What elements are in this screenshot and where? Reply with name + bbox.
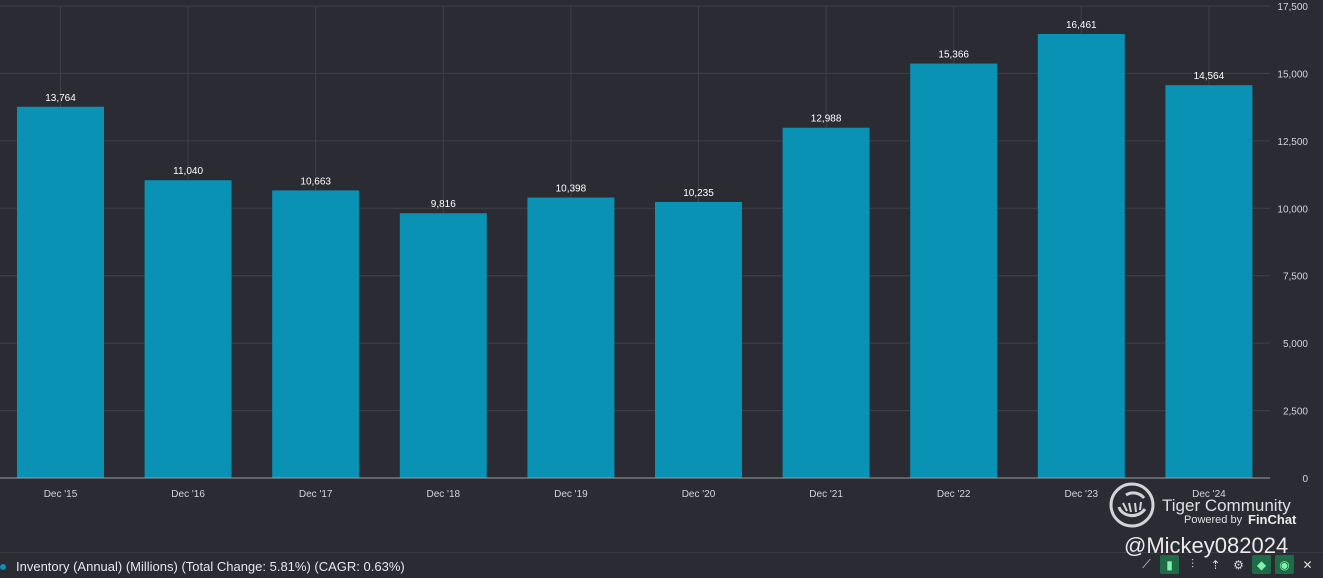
watermark-powered-by: Powered by <box>1184 514 1243 526</box>
tiger-logo-icon <box>1109 482 1155 528</box>
tag-icon[interactable]: ◆ <box>1252 555 1271 574</box>
watermark-community: Tiger Community <box>1162 496 1291 515</box>
bar <box>17 106 104 478</box>
data-label: 10,663 <box>300 176 331 187</box>
data-label: 13,764 <box>45 93 76 104</box>
data-label: 12,988 <box>811 114 842 125</box>
x-tick-label: Dec '17 <box>299 489 333 500</box>
gear-icon[interactable]: ⚙ <box>1233 557 1244 572</box>
x-tick-label: Dec '16 <box>171 489 205 500</box>
x-tick-label: Dec '19 <box>554 489 588 500</box>
line-chart-icon[interactable]: ⟋ <box>1142 557 1151 571</box>
x-tick-label: Dec '23 <box>1065 489 1099 500</box>
x-tick-label: Dec '21 <box>809 489 843 500</box>
bar-chart-icon[interactable]: ▮ <box>1160 555 1179 574</box>
bar <box>782 127 870 479</box>
close-icon[interactable]: ✕ <box>1302 557 1313 572</box>
chart-toolbar: ⟋ ▮ ⫶ ⇡ ⚙ ◆ ◉ ✕ <box>1137 555 1317 574</box>
data-label: 14,564 <box>1194 71 1225 82</box>
bar <box>399 213 487 478</box>
x-tick-label: Dec '15 <box>44 489 78 500</box>
bar <box>910 63 998 478</box>
bar <box>527 197 615 478</box>
watermark-brand: FinChat <box>1248 512 1297 527</box>
x-tick-label: Dec '20 <box>682 489 716 500</box>
y-tick-label: 5,000 <box>1283 339 1308 350</box>
bar <box>1165 85 1253 479</box>
data-label: 15,366 <box>938 50 969 61</box>
y-tick-label: 12,500 <box>1277 137 1308 148</box>
x-tick-label: Dec '18 <box>427 489 461 500</box>
sort-icon[interactable]: ⇡ <box>1210 557 1221 572</box>
legend-text[interactable]: Inventory (Annual) (Millions) (Total Cha… <box>16 559 405 574</box>
bar <box>655 201 742 478</box>
x-tick-label: Dec '24 <box>1192 489 1226 500</box>
stacked-bar-icon[interactable]: ⫶ <box>1190 557 1194 571</box>
y-tick-label: 15,000 <box>1277 69 1308 80</box>
series-color-dot <box>0 564 6 570</box>
bar <box>144 180 232 479</box>
bar-chart: 13,764 11,040 10,663 9,816 10,398 10,235 12,98… <box>0 2 1308 500</box>
y-tick-label: 7,500 <box>1283 272 1308 283</box>
y-tick-label: 17,500 <box>1277 2 1308 13</box>
y-tick-label: 2,500 <box>1283 407 1308 418</box>
data-label: 10,398 <box>556 184 587 195</box>
data-label: 16,461 <box>1066 20 1097 31</box>
bar <box>272 190 360 478</box>
bar <box>1037 34 1125 478</box>
data-label: 9,816 <box>431 199 456 210</box>
y-tick-label: 10,000 <box>1277 204 1308 215</box>
data-label: 11,040 <box>173 166 203 177</box>
eye-icon[interactable]: ◉ <box>1275 555 1294 574</box>
data-label: 10,235 <box>683 188 714 199</box>
x-tick-label: Dec '22 <box>937 489 971 500</box>
watermark-handle: @Mickey082024 <box>1124 533 1289 558</box>
legend-bar: Inventory (Annual) (Millions) (Total Cha… <box>0 552 1323 578</box>
y-tick-label: 0 <box>1302 474 1308 485</box>
